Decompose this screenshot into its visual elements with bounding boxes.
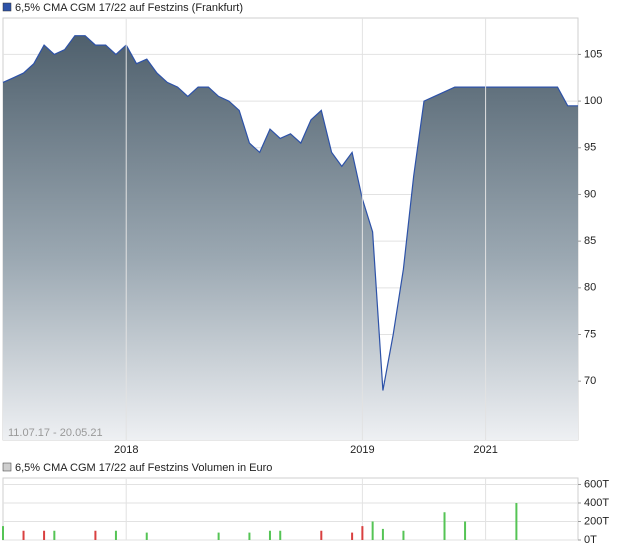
- volume-bar: [361, 526, 364, 540]
- x-tick-label: 2018: [114, 444, 138, 456]
- y-tick-label: 75: [584, 328, 596, 340]
- date-range: 11.07.17 - 20.05.21: [8, 427, 103, 439]
- y-tick-label: 70: [584, 375, 596, 387]
- volume-bar: [53, 530, 56, 540]
- volume-bar: [464, 521, 467, 540]
- volume-bar: [145, 532, 148, 540]
- x-tick-label: 2019: [350, 444, 374, 456]
- volume-bar: [402, 530, 405, 540]
- chart-title: 6,5% CMA CGM 17/22 auf Festzins (Frankfu…: [15, 2, 243, 14]
- y-tick-label: 200T: [584, 515, 609, 527]
- y-tick-label: 0T: [584, 534, 597, 546]
- volume-bar: [94, 530, 97, 540]
- volume-bar: [279, 530, 282, 540]
- volume-bar: [22, 530, 25, 540]
- volume-bar: [515, 502, 518, 540]
- y-tick-label: 80: [584, 282, 596, 294]
- y-tick-label: 100: [584, 95, 602, 107]
- volume-bar: [381, 528, 384, 540]
- volume-bar: [217, 532, 220, 540]
- y-tick-label: 95: [584, 142, 596, 154]
- y-tick-label: 85: [584, 235, 596, 247]
- volume-bar: [320, 530, 323, 540]
- volume-bar: [2, 526, 4, 540]
- legend-swatch: [2, 462, 12, 472]
- volume-bar: [371, 521, 374, 540]
- y-tick-label: 105: [584, 48, 602, 60]
- volume-bar: [43, 530, 46, 540]
- plot-frame: [2, 477, 579, 541]
- y-tick-label: 400T: [584, 497, 609, 509]
- volume-bar: [443, 512, 446, 540]
- area-fill: [3, 35, 578, 440]
- chart-title: 6,5% CMA CGM 17/22 auf Festzins Volumen …: [15, 462, 272, 474]
- x-tick-label: 2021: [473, 444, 497, 456]
- y-tick-label: 600T: [584, 478, 609, 490]
- volume-bar: [114, 530, 117, 540]
- price-line: [2, 35, 578, 391]
- volume-bar: [248, 532, 251, 540]
- volume-bar: [351, 532, 354, 540]
- legend-swatch: [2, 2, 12, 12]
- y-tick-label: 90: [584, 188, 596, 200]
- volume-bar: [268, 530, 271, 540]
